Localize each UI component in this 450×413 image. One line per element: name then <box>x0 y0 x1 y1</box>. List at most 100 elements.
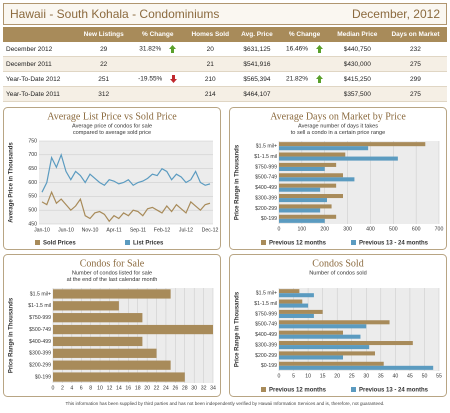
cell: 275 <box>383 56 447 72</box>
cell: 312 <box>77 86 131 102</box>
legend-label: Previous 12 months <box>269 240 327 246</box>
bar <box>279 289 300 294</box>
y-tick-label: $1-1.5 mil <box>28 303 51 309</box>
x-tick-label: 22 <box>154 385 160 391</box>
cell: $357,500 <box>330 86 384 102</box>
cell: 21 <box>185 56 236 72</box>
legend-label: Previous 13 - 24 months <box>359 387 429 393</box>
y-tick-label: $1-1.5 mil <box>254 301 277 307</box>
bar <box>279 208 321 213</box>
legend-swatch <box>35 240 40 245</box>
y-axis-label: Price Range in Thousands <box>235 291 241 367</box>
chart-subtitle: Number of condos sold <box>309 270 367 276</box>
column-header: Avg. Price <box>235 27 279 42</box>
row: Year-To-Date 2011 312 214 $464,107 $357,… <box>3 86 447 102</box>
y-tick-label: $0-199 <box>35 374 51 380</box>
footer: This information has been supplied by th… <box>65 401 385 406</box>
bar <box>279 194 343 199</box>
bar <box>279 351 375 356</box>
y-tick-label: $400-499 <box>255 332 277 338</box>
bar <box>279 299 303 304</box>
row: December 2011 22 21 $541,916 $430,000 27… <box>3 56 447 72</box>
bar <box>279 320 390 325</box>
x-tick-label: Jan-10 <box>34 227 50 233</box>
bar <box>279 146 369 151</box>
bar <box>279 198 327 203</box>
x-tick-label: 0 <box>52 385 55 391</box>
y-tick-label: $300-399 <box>29 351 51 357</box>
x-tick-label: 16 <box>125 385 131 391</box>
x-tick-label: Sep-11 <box>130 227 146 233</box>
y-tick-label: $200-299 <box>255 206 277 212</box>
x-tick-label: 12 <box>107 385 113 391</box>
cell: 251 <box>77 71 131 87</box>
bar <box>279 330 343 335</box>
bar <box>279 152 346 157</box>
y-tick-label: 500 <box>28 208 37 214</box>
x-tick-label: 6 <box>80 385 83 391</box>
bar <box>279 309 323 314</box>
y-tick-label: $500-749 <box>29 327 51 333</box>
x-tick-label: 300 <box>343 226 352 232</box>
bar <box>279 204 332 209</box>
row: December 2012 29 31.82% 20 $631,125 16.4… <box>3 42 447 57</box>
cell: $541,916 <box>235 56 279 72</box>
legend-swatch <box>261 240 266 245</box>
legend-label: Previous 12 months <box>269 387 327 393</box>
y-tick-label: $750-999 <box>255 164 277 170</box>
x-tick-label: 15 <box>320 373 326 379</box>
x-tick-label: Nov-10 <box>82 227 99 233</box>
cell: 232 <box>383 42 447 57</box>
x-tick-label: 45 <box>407 373 413 379</box>
cell: 275 <box>383 86 447 102</box>
cell: 299 <box>383 71 447 87</box>
cell: 20 <box>185 42 236 57</box>
y-tick-label: 650 <box>28 166 37 172</box>
column-header: Days on Market <box>383 27 447 42</box>
row-label: Year-To-Date 2012 <box>3 71 77 87</box>
x-tick-label: 20 <box>334 373 340 379</box>
y-tick-label: 450 <box>28 221 37 227</box>
x-tick-label: 400 <box>366 226 375 232</box>
x-tick-label: 5 <box>292 373 295 379</box>
bar <box>279 183 337 188</box>
legend-swatch <box>125 240 130 245</box>
corner-cell <box>3 27 77 42</box>
x-tick-label: Feb-12 <box>154 227 171 233</box>
cell <box>278 56 331 72</box>
y-tick-label: $400-499 <box>255 185 277 191</box>
x-tick-label: 4 <box>70 385 73 391</box>
cell: $440,750 <box>330 42 384 57</box>
bar <box>279 166 325 171</box>
y-tick-label: $750-999 <box>255 311 277 317</box>
cell <box>130 86 186 102</box>
chart-title: Condos for Sale <box>80 258 145 269</box>
x-tick-label: 35 <box>378 373 384 379</box>
bar <box>279 324 367 329</box>
down-arrow <box>170 75 178 83</box>
legend-label: Previous 13 - 24 months <box>359 240 429 246</box>
chart-subtitle: compared to average sold price <box>73 130 151 136</box>
bar <box>279 162 337 167</box>
chart-title: Average List Price vs Sold Price <box>47 111 177 122</box>
x-tick-label: 28 <box>182 385 188 391</box>
bar <box>279 218 325 223</box>
bar <box>279 365 434 370</box>
x-tick-label: 10 <box>97 385 103 391</box>
x-tick-label: 26 <box>172 385 178 391</box>
series-line <box>41 152 211 193</box>
row: Year-To-Date 2012 251 -19.55% 210 $565,3… <box>3 71 447 87</box>
cell-text: 31.82% <box>139 45 162 53</box>
header-date: December, 2012 <box>351 7 440 21</box>
y-tick-label: $0-199 <box>261 216 277 222</box>
column-header: % Change <box>278 27 331 42</box>
x-tick-label: 50 <box>422 373 428 379</box>
x-tick-label: 2 <box>61 385 64 391</box>
bar <box>279 313 314 318</box>
chart-subtitle: at the end of the last calendar month <box>67 277 158 283</box>
legend-label: Sold Prices <box>43 240 76 246</box>
y-axis-label: Average Price in Thousands <box>9 142 15 223</box>
cell: -19.55% <box>130 71 186 87</box>
